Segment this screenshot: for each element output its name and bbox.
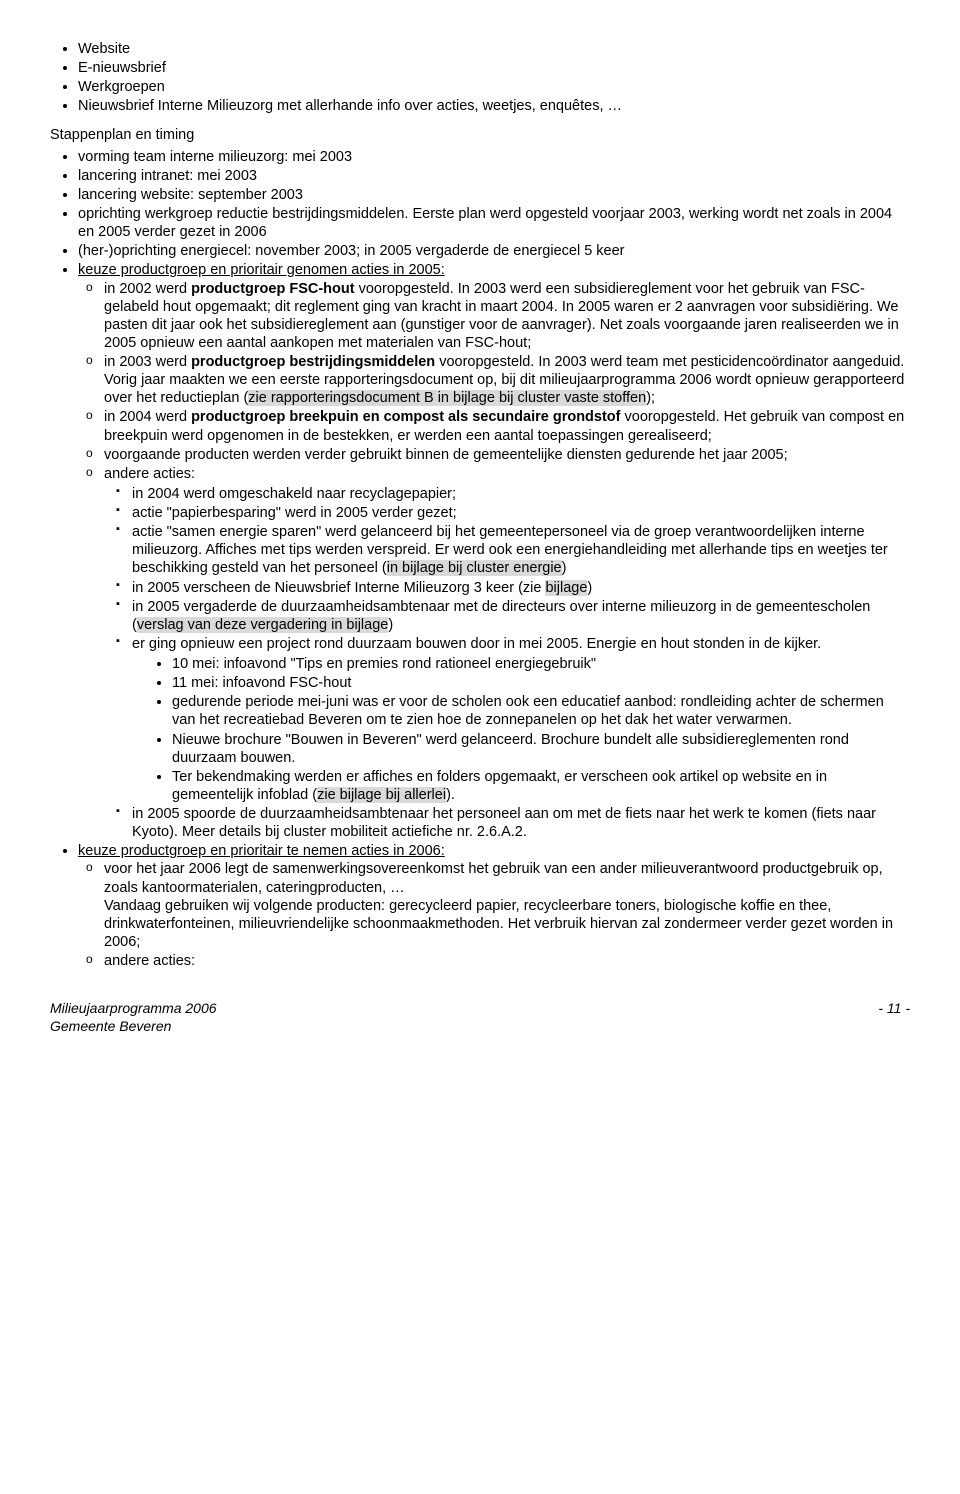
page-number: - 11 - <box>878 1000 910 1035</box>
list-item: 11 mei: infoavond FSC-hout <box>172 674 910 692</box>
sub-list-events: 10 mei: infoavond "Tips en premies rond … <box>132 655 910 804</box>
list-item: in 2002 werd productgroep FSC-hout vooro… <box>104 280 910 353</box>
list-item: vorming team interne milieuzorg: mei 200… <box>78 148 910 166</box>
list-item: andere acties: <box>104 952 910 970</box>
list-item: in 2004 werd productgroep breekpuin en c… <box>104 408 910 444</box>
footer-org: Gemeente Beveren <box>50 1018 217 1036</box>
list-item: actie "samen energie sparen" werd gelanc… <box>132 523 910 577</box>
list-item: actie "papierbesparing" werd in 2005 ver… <box>132 504 910 522</box>
group-label: keuze productgroep en prioritair genomen… <box>78 262 445 278</box>
sub-list-2006: voor het jaar 2006 legt de samenwerkings… <box>78 860 910 970</box>
main-bullet-list: vorming team interne milieuzorg: mei 200… <box>50 148 910 971</box>
list-item: 10 mei: infoavond "Tips en premies rond … <box>172 655 910 673</box>
list-item: Nieuwsbrief Interne Milieuzorg met aller… <box>78 97 910 115</box>
highlighted-text: in bijlage bij cluster energie <box>387 560 562 576</box>
bold-text: productgroep FSC-hout <box>191 281 355 297</box>
list-item: Ter bekendmaking werden er affiches en f… <box>172 768 910 804</box>
list-item: (her-)oprichting energiecel: november 20… <box>78 242 910 260</box>
list-item: Website <box>78 40 910 58</box>
list-item: Nieuwe brochure "Bouwen in Beveren" werd… <box>172 731 910 767</box>
list-item: in 2003 werd productgroep bestrijdingsmi… <box>104 353 910 407</box>
sub-list-2005: in 2002 werd productgroep FSC-hout vooro… <box>78 280 910 842</box>
list-item: in 2004 werd omgeschakeld naar recyclage… <box>132 485 910 503</box>
list-item: in 2005 verscheen de Nieuwsbrief Interne… <box>132 579 910 597</box>
highlighted-text: zie rapporteringsdocument B in bijlage b… <box>248 390 646 406</box>
list-item: Werkgroepen <box>78 78 910 96</box>
highlighted-text: bijlage <box>545 580 587 596</box>
group-label: keuze productgroep en prioritair te neme… <box>78 843 445 859</box>
list-item: andere acties: in 2004 werd omgeschakeld… <box>104 465 910 842</box>
bold-text: productgroep bestrijdingsmiddelen <box>191 354 435 370</box>
list-item: voorgaande producten werden verder gebru… <box>104 446 910 464</box>
list-item: lancering intranet: mei 2003 <box>78 167 910 185</box>
intro-bullet-list: Website E-nieuwsbrief Werkgroepen Nieuws… <box>50 40 910 116</box>
section-heading: Stappenplan en timing <box>50 126 910 144</box>
list-item: lancering website: september 2003 <box>78 186 910 204</box>
sub-list-actions: in 2004 werd omgeschakeld naar recyclage… <box>104 485 910 841</box>
page-footer: Milieujaarprogramma 2006 Gemeente Bevere… <box>50 1000 910 1035</box>
list-item: gedurende periode mei-juni was er voor d… <box>172 693 910 729</box>
highlighted-text: zie bijlage bij allerlei <box>317 787 446 803</box>
list-item: oprichting werkgroep reductie bestrijdin… <box>78 205 910 241</box>
list-item: keuze productgroep en prioritair genomen… <box>78 261 910 841</box>
highlighted-text: verslag van deze vergadering in bijlage <box>137 617 389 633</box>
list-item: in 2005 vergaderde de duurzaamheidsambte… <box>132 598 910 634</box>
footer-left: Milieujaarprogramma 2006 Gemeente Bevere… <box>50 1000 217 1035</box>
list-item: E-nieuwsbrief <box>78 59 910 77</box>
list-item: er ging opnieuw een project rond duurzaa… <box>132 635 910 804</box>
list-item: in 2005 spoorde de duurzaamheidsambtenaa… <box>132 805 910 841</box>
list-item: keuze productgroep en prioritair te neme… <box>78 842 910 970</box>
bold-text: productgroep breekpuin en compost als se… <box>191 409 620 425</box>
list-item: voor het jaar 2006 legt de samenwerkings… <box>104 860 910 951</box>
footer-doc-title: Milieujaarprogramma 2006 <box>50 1000 217 1018</box>
